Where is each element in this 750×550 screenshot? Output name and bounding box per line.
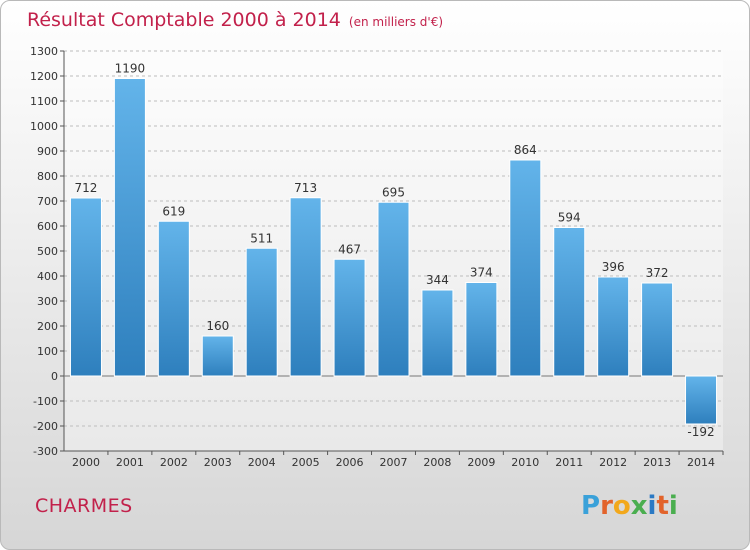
y-tick-label: 1300 (30, 45, 58, 58)
bar-2013 (641, 282, 674, 377)
data-label-2006: 467 (338, 242, 361, 256)
bar-2003 (201, 335, 234, 377)
bar-2008 (421, 289, 454, 377)
bar-2004 (245, 247, 278, 377)
x-tick-label-2014: 2014 (687, 456, 715, 469)
data-label-2001: 1190 (115, 62, 146, 76)
y-tick-label: 100 (37, 345, 58, 358)
bar-2000 (69, 197, 102, 377)
y-tick-label: 400 (37, 270, 58, 283)
x-tick-label-2012: 2012 (599, 456, 627, 469)
logo-letter: x (630, 491, 648, 521)
logo-letter: r (600, 491, 613, 521)
x-tick-label-2007: 2007 (380, 456, 408, 469)
bar-2012 (597, 276, 630, 377)
y-tick-label: 1100 (30, 95, 58, 108)
chart-subtitle: (en milliers d'€) (348, 15, 444, 29)
bar-2009 (465, 282, 498, 377)
x-tick-label-2006: 2006 (336, 456, 364, 469)
x-tick-label-2010: 2010 (511, 456, 539, 469)
logo-letter: i (668, 491, 678, 521)
data-label-2013: 372 (646, 266, 669, 280)
x-tick-label-2004: 2004 (248, 456, 276, 469)
y-tick-label: 0 (51, 370, 58, 383)
logo-letter: t (656, 491, 669, 521)
y-tick-label: 700 (37, 195, 58, 208)
bar-2014 (685, 375, 718, 425)
logo-letter: P (581, 491, 601, 521)
data-label-2012: 396 (602, 260, 625, 274)
data-label-2008: 344 (426, 273, 449, 287)
y-tick-label: 300 (37, 295, 58, 308)
bar-2011 (553, 227, 586, 377)
data-label-2003: 160 (206, 319, 229, 333)
proxiti-logo: Proxiti (581, 491, 678, 521)
data-label-2010: 864 (514, 143, 537, 157)
bar-2002 (157, 220, 190, 377)
title-text: Résultat Comptable 2000 à 2014 (27, 9, 341, 31)
bar-2001 (113, 78, 146, 377)
y-tick-label: 900 (37, 145, 58, 158)
bar-2005 (289, 197, 322, 377)
y-tick-label: -300 (33, 445, 58, 458)
logo-letter: o (612, 491, 631, 521)
y-tick-label: -100 (33, 395, 58, 408)
y-tick-label: 1000 (30, 120, 58, 133)
data-label-2009: 374 (470, 266, 493, 280)
x-tick-label-2000: 2000 (72, 456, 100, 469)
x-tick-label-2003: 2003 (204, 456, 232, 469)
bar-2006 (333, 258, 366, 377)
data-label-2014: -192 (687, 425, 714, 439)
y-tick-label: 800 (37, 170, 58, 183)
x-tick-label-2013: 2013 (643, 456, 671, 469)
y-tick-label: 500 (37, 245, 58, 258)
x-tick-label-2008: 2008 (423, 456, 451, 469)
y-tick-label: 600 (37, 220, 58, 233)
data-label-2002: 619 (162, 204, 185, 218)
x-tick-label-2009: 2009 (467, 456, 495, 469)
data-label-2005: 713 (294, 181, 317, 195)
x-tick-label-2011: 2011 (555, 456, 583, 469)
logo-letter: i (647, 491, 657, 521)
data-label-2007: 695 (382, 185, 405, 199)
data-label-2000: 712 (75, 181, 98, 195)
y-tick-label: 200 (37, 320, 58, 333)
chart-title: Résultat Comptable 2000 à 2014 (en millie… (27, 9, 443, 31)
y-tick-label: -200 (33, 420, 58, 433)
x-tick-label-2002: 2002 (160, 456, 188, 469)
data-label-2004: 511 (250, 231, 273, 245)
bar-2010 (509, 159, 542, 377)
city-name: CHARMES (35, 495, 133, 517)
y-tick-label: 1200 (30, 70, 58, 83)
x-tick-label-2001: 2001 (116, 456, 144, 469)
data-label-2011: 594 (558, 211, 581, 225)
bar-2007 (377, 201, 410, 377)
x-tick-label-2005: 2005 (292, 456, 320, 469)
